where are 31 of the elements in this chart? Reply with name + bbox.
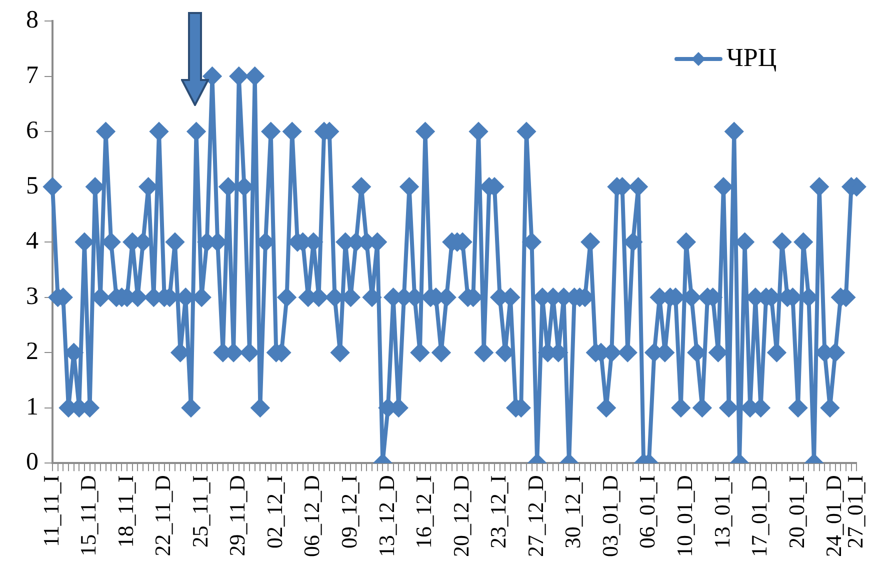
x-tick-label: 17_01_D	[746, 475, 772, 558]
x-tick-label: 20_12_D	[448, 475, 474, 558]
y-tick-label: 2	[26, 338, 38, 366]
x-tick-label: 09_12_I	[336, 475, 362, 548]
x-tick-label: 30_12_I	[560, 475, 586, 548]
x-tick-label: 29_11_D	[224, 475, 250, 556]
x-tick-label: 25_11_I	[187, 475, 212, 548]
y-tick-label: 6	[26, 117, 38, 144]
x-tick-label: 22_11_D	[150, 475, 176, 556]
x-tick-label: 20_01_I	[784, 475, 809, 548]
x-tick-label: 13_12_D	[374, 475, 399, 558]
y-tick-label: 3	[26, 282, 38, 310]
x-tick-label: 02_12_I	[262, 475, 287, 548]
y-tick-label: 1	[26, 393, 38, 420]
x-tick-label: 15_11_D	[76, 475, 101, 556]
x-tick-label: 23_12_I	[486, 475, 511, 548]
y-tick-label: 5	[26, 172, 38, 200]
x-tick-label: 13_01_I	[709, 475, 734, 548]
legend-label: ЧРЦ	[726, 42, 777, 72]
x-tick-label: 16_12_I	[411, 475, 436, 548]
x-tick-label: 27_12_D	[522, 475, 548, 558]
x-tick-label: 06_12_D	[299, 475, 324, 558]
y-tick-label: 4	[26, 228, 39, 255]
x-tick-label: 10_01_D	[672, 475, 697, 558]
y-tick-label: 0	[26, 448, 38, 476]
x-tick-label: 11_11_I	[38, 475, 64, 547]
y-tick-label: 7	[26, 62, 38, 89]
x-tick-label: 03_01_D	[597, 475, 622, 558]
x-tick-label: 06_01_I	[634, 475, 660, 548]
x-tick-label: 18_11_I	[112, 475, 138, 548]
y-tick-label: 8	[26, 6, 38, 34]
